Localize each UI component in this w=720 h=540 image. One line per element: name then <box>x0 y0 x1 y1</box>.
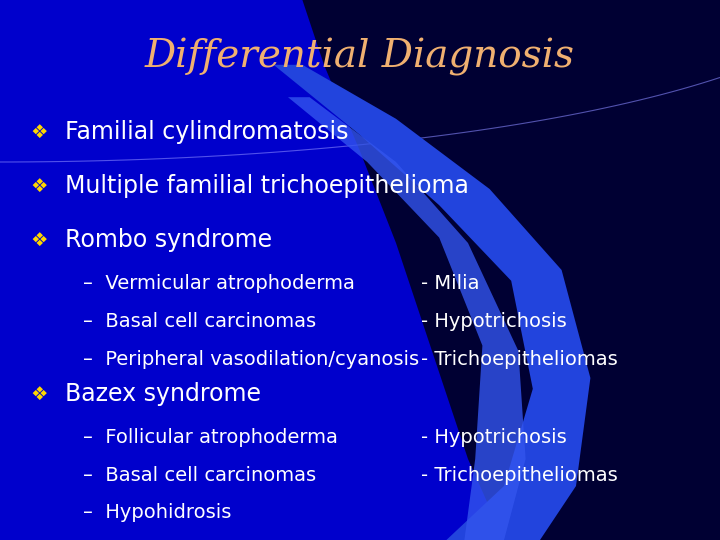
Text: Rombo syndrome: Rombo syndrome <box>65 228 272 252</box>
Text: Bazex syndrome: Bazex syndrome <box>65 382 261 406</box>
Text: ❖: ❖ <box>31 384 48 404</box>
Text: –  Basal cell carcinomas: – Basal cell carcinomas <box>83 465 316 485</box>
Text: –  Peripheral vasodilation/cyanosis: – Peripheral vasodilation/cyanosis <box>83 349 419 369</box>
Text: ❖: ❖ <box>31 231 48 250</box>
Text: –  Follicular atrophoderma: – Follicular atrophoderma <box>83 428 338 447</box>
Polygon shape <box>302 0 720 540</box>
Text: Familial cylindromatosis: Familial cylindromatosis <box>65 120 348 144</box>
Text: ❖: ❖ <box>31 177 48 196</box>
Text: –  Hypohidrosis: – Hypohidrosis <box>83 503 231 523</box>
Text: - Trichoepitheliomas: - Trichoepitheliomas <box>421 349 618 369</box>
Text: - Hypotrichosis: - Hypotrichosis <box>421 428 567 447</box>
Text: –  Basal cell carcinomas: – Basal cell carcinomas <box>83 312 316 331</box>
Text: ❖: ❖ <box>31 123 48 142</box>
Text: - Milia: - Milia <box>421 274 480 293</box>
Text: - Hypotrichosis: - Hypotrichosis <box>421 312 567 331</box>
Polygon shape <box>274 65 590 540</box>
Text: –  Vermicular atrophoderma: – Vermicular atrophoderma <box>83 274 355 293</box>
Text: Differential Diagnosis: Differential Diagnosis <box>145 38 575 76</box>
Text: Multiple familial trichoepithelioma: Multiple familial trichoepithelioma <box>65 174 469 198</box>
Text: - Trichoepitheliomas: - Trichoepitheliomas <box>421 465 618 485</box>
Polygon shape <box>288 97 526 540</box>
